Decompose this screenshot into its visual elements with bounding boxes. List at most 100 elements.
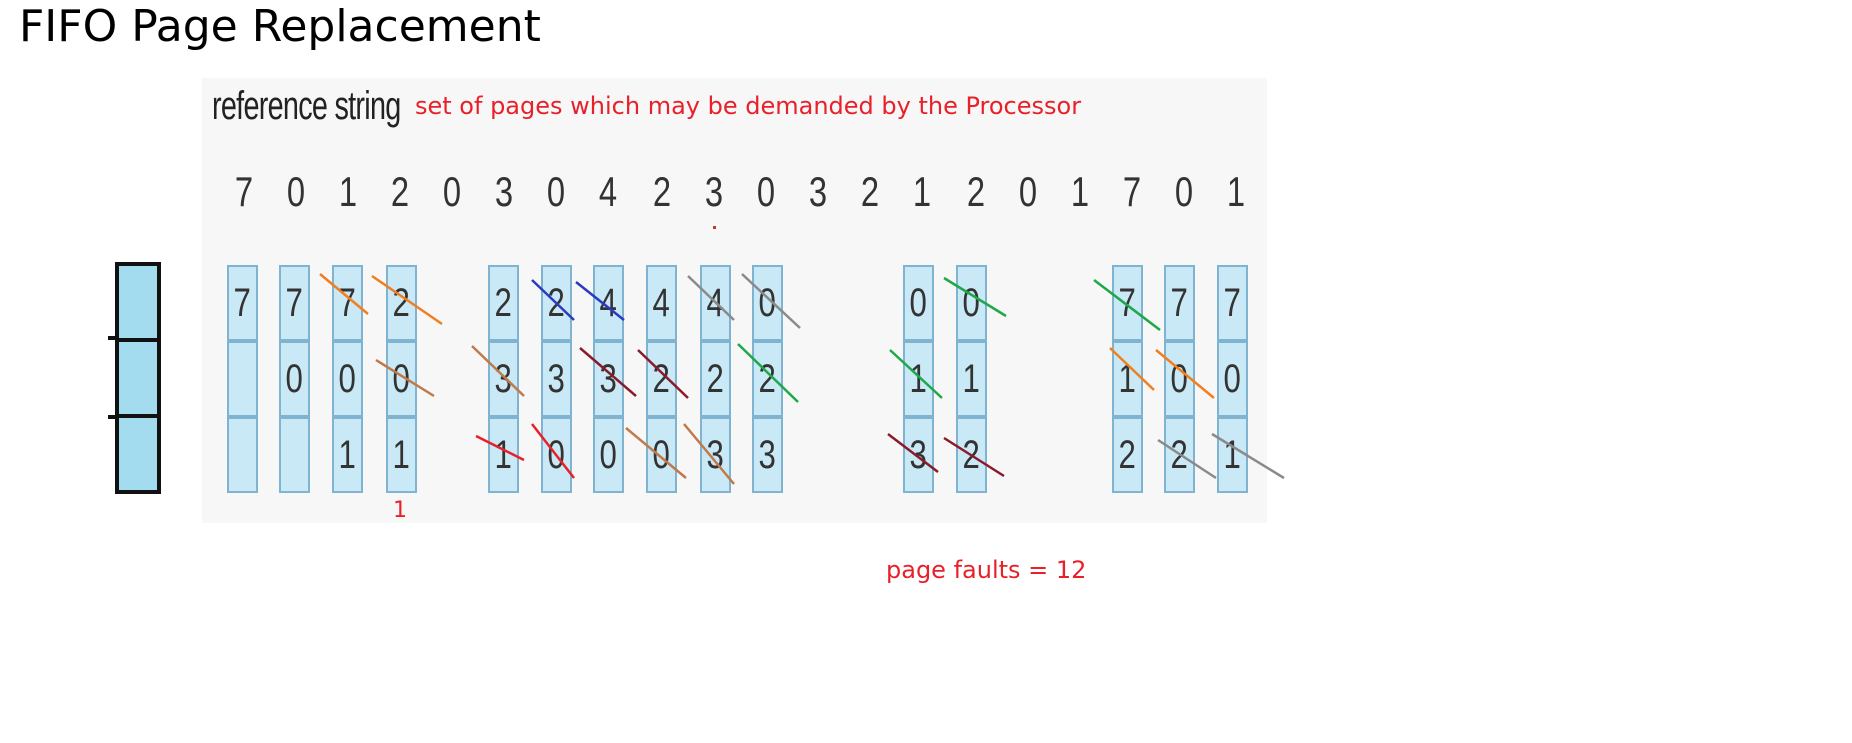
frame-cell-value: 0 [285, 356, 304, 401]
fault-annotation: 1 [393, 498, 407, 523]
frame-cell: 0 [386, 341, 417, 417]
frame-cell-value: 7 [1223, 280, 1242, 325]
frame-cell: 7 [1217, 265, 1248, 341]
frame-cell: 1 [956, 341, 987, 417]
frame-cell: 0 [279, 341, 310, 417]
frame-cell: 7 [1164, 265, 1195, 341]
reference-value: 0 [546, 168, 566, 215]
frame-cell-value: 1 [494, 432, 513, 477]
frame-cell: 1 [332, 417, 363, 493]
reference-value: 7 [234, 168, 254, 215]
strike-line [375, 358, 435, 398]
frame-cell: 3 [488, 341, 519, 417]
frame-cell-value: 7 [1118, 280, 1137, 325]
strike-line [531, 423, 575, 479]
frame-cell-value: 3 [758, 432, 777, 477]
frame-cell-value: 3 [494, 356, 513, 401]
reference-value: 1 [1070, 168, 1090, 215]
strike-line [737, 343, 799, 403]
frame-cell-value: 1 [338, 432, 357, 477]
strike-line [475, 434, 525, 462]
frame-cell-value: 3 [909, 432, 928, 477]
frame-cell: 2 [646, 341, 677, 417]
frame-cell: 2 [1112, 417, 1143, 493]
frame-cell: 4 [700, 265, 731, 341]
reference-value: 1 [1226, 168, 1246, 215]
reference-value: 0 [1018, 168, 1038, 215]
frame-cell: 0 [903, 265, 934, 341]
frame-cell: 0 [593, 417, 624, 493]
frame-cell [227, 417, 258, 493]
strike-line [1109, 347, 1155, 391]
page-faults-total: page faults = 12 [886, 556, 1087, 584]
frame-divider-tick [108, 415, 118, 419]
frame-cell-value: 7 [233, 280, 252, 325]
frame-cell-value: 0 [652, 432, 671, 477]
strike-line [637, 349, 689, 399]
reference-value: 3 [704, 168, 724, 215]
frame-cell-value: 7 [285, 280, 304, 325]
frame-cell-value: 7 [1170, 280, 1189, 325]
strike-line [887, 433, 939, 473]
strike-line [1211, 432, 1285, 480]
diagram-panel [202, 78, 1267, 523]
reference-value: 2 [966, 168, 986, 215]
reference-value: 0 [286, 168, 306, 215]
frame-cell: 0 [1217, 341, 1248, 417]
memory-frame-slot [115, 414, 161, 494]
frame-cell-value: 2 [706, 356, 725, 401]
strike-line [625, 427, 687, 479]
strike-line [575, 281, 625, 321]
frame-cell-value: 0 [1170, 356, 1189, 401]
frame-cell-value: 4 [599, 280, 618, 325]
strike-line [319, 273, 369, 315]
frame-cell: 3 [752, 417, 783, 493]
strike-line [943, 436, 1005, 478]
strike-line [889, 349, 943, 399]
frame-cell: 3 [700, 417, 731, 493]
frame-cell: 7 [1112, 265, 1143, 341]
frame-cell-value: 7 [338, 280, 357, 325]
frame-cell-value: 2 [392, 280, 411, 325]
reference-value: 0 [442, 168, 462, 215]
frame-cell-value: 0 [338, 356, 357, 401]
reference-value: 0 [1174, 168, 1194, 215]
reference-value: 4 [598, 168, 618, 215]
current-reference-marker [713, 226, 716, 229]
frame-cell-value: 4 [652, 280, 671, 325]
frame-cell: 7 [332, 265, 363, 341]
frame-cell: 7 [279, 265, 310, 341]
frame-cell-value: 3 [547, 356, 566, 401]
frame-cell: 4 [593, 265, 624, 341]
frame-cell: 2 [700, 341, 731, 417]
frame-divider-tick [108, 336, 118, 340]
strike-line [943, 276, 1007, 318]
frame-cell-value: 0 [392, 356, 411, 401]
reference-value: 2 [390, 168, 410, 215]
frame-cell-value: 1 [962, 356, 981, 401]
reference-value: 3 [494, 168, 514, 215]
page-title: FIFO Page Replacement [19, 1, 541, 52]
frame-cell: 0 [752, 265, 783, 341]
frame-cell [279, 417, 310, 493]
frame-cell: 3 [541, 341, 572, 417]
frame-cell: 1 [386, 417, 417, 493]
frame-cell-value: 0 [1223, 356, 1242, 401]
frame-cell-value: 1 [909, 356, 928, 401]
reference-value: 7 [1122, 168, 1142, 215]
frame-cell-value: 2 [494, 280, 513, 325]
strike-line [471, 345, 525, 397]
frame-cell: 2 [488, 265, 519, 341]
reference-value: 2 [860, 168, 880, 215]
strike-line [741, 273, 801, 329]
strike-line [687, 275, 735, 321]
strike-line [1155, 349, 1215, 399]
frame-cell: 4 [646, 265, 677, 341]
frame-cell: 0 [332, 341, 363, 417]
frame-cell-value: 2 [1118, 432, 1137, 477]
strike-line [683, 423, 735, 485]
strike-line [1093, 279, 1161, 331]
frame-cell: 3 [903, 417, 934, 493]
frame-cell-value: 1 [392, 432, 411, 477]
